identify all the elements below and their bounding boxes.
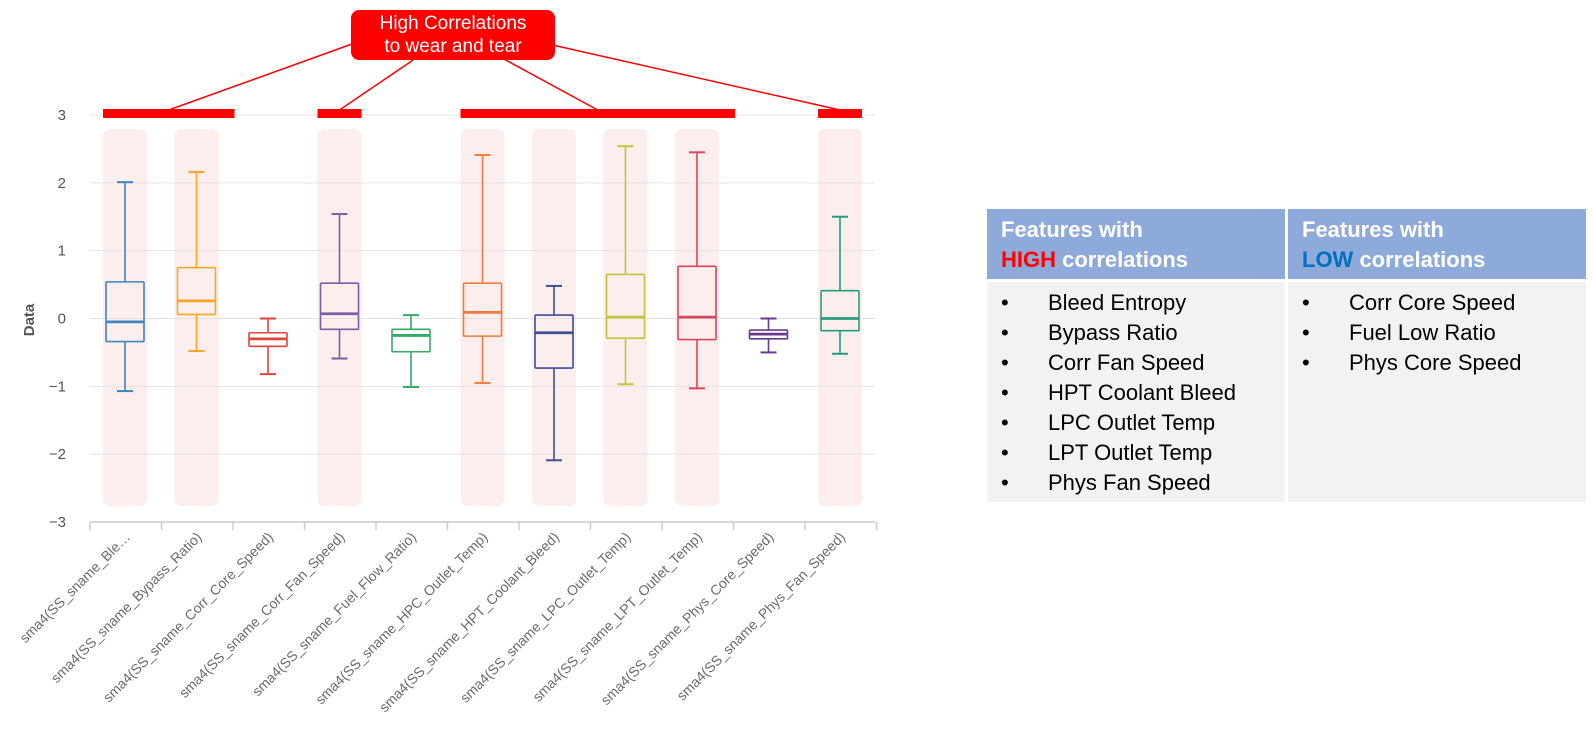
- feature-name: Phys Fan Speed: [1048, 470, 1211, 495]
- box-5: [391, 314, 431, 389]
- bullet: •: [1001, 470, 1009, 495]
- feature-name: Bleed Entropy: [1048, 290, 1187, 315]
- low-features-cell: • Corr Core Speed • Fuel Low Ratio • Phys C…: [1288, 282, 1586, 502]
- box-10: [748, 317, 789, 354]
- feature-name: LPC Outlet Temp: [1048, 410, 1216, 435]
- high-keyword: HIGH: [1001, 247, 1056, 272]
- box-8: [605, 145, 646, 386]
- y-tick-label: 1: [58, 243, 66, 260]
- low-header-line1: Features with: [1302, 217, 1444, 242]
- bullet: •: [1001, 410, 1009, 435]
- bullet: •: [1001, 380, 1009, 405]
- iqr-box: [176, 266, 217, 316]
- high-features-list: • Bleed Entropy • Bypass Ratio • Corr Fan S…: [1001, 288, 1271, 498]
- box-6: [462, 154, 503, 384]
- high-feature-item: • LPC Outlet Temp: [1001, 408, 1271, 438]
- highlight-band: [460, 129, 505, 506]
- iqr-box: [105, 281, 145, 343]
- iqr-box: [820, 289, 860, 332]
- box-9: [677, 151, 717, 390]
- low-correlations-header: Features with LOW correlations: [1288, 209, 1586, 279]
- high-feature-item: • Bypass Ratio: [1001, 318, 1271, 348]
- iqr-box: [319, 282, 360, 331]
- low-feature-item: • Fuel Low Ratio: [1302, 318, 1572, 348]
- highlight-band: [532, 129, 576, 506]
- bullet: •: [1302, 350, 1310, 375]
- boxplot-chart: 3 2 1 0 −1 −2 −3 sma4(SS_sname_Ble…sma4(SS_sna…: [16, 43, 878, 715]
- bullet: •: [1302, 290, 1310, 315]
- feature-name: Fuel Low Ratio: [1349, 320, 1496, 345]
- low-feature-item: • Phys Core Speed: [1302, 348, 1572, 378]
- box-4: [319, 213, 360, 360]
- high-header-line1: Features with: [1001, 217, 1143, 242]
- y-axis-ticks: 3 2 1 0 −1 −2 −3: [49, 107, 66, 531]
- iqr-box: [462, 282, 503, 337]
- box-2: [176, 170, 217, 353]
- bullet: •: [1001, 350, 1009, 375]
- x-axis-labels: sma4(SS_sname_Ble…sma4(SS_sname_Bypass_R…: [16, 529, 848, 715]
- feature-name: Phys Core Speed: [1349, 350, 1522, 375]
- high-feature-item: • Corr Fan Speed: [1001, 348, 1271, 378]
- y-tick-label: 3: [58, 107, 66, 124]
- low-keyword: LOW: [1302, 247, 1354, 272]
- high-features-cell: • Bleed Entropy • Bypass Ratio • Corr Fan S…: [987, 282, 1285, 502]
- y-tick-label: 2: [58, 175, 66, 192]
- box-1: [105, 181, 145, 393]
- low-feature-item: • Corr Core Speed: [1302, 288, 1572, 318]
- high-feature-item: • LPT Outlet Temp: [1001, 438, 1271, 468]
- iqr-box: [605, 273, 646, 339]
- y-tick-label: −2: [49, 446, 66, 463]
- callout-connector: [501, 57, 599, 111]
- iqr-box: [677, 265, 717, 341]
- high-feature-item: • HPT Coolant Bleed: [1001, 378, 1271, 408]
- iqr-box: [391, 328, 431, 353]
- bullet: •: [1302, 320, 1310, 345]
- callout-connector: [168, 43, 353, 111]
- box-3: [248, 317, 288, 376]
- bullet: •: [1001, 290, 1009, 315]
- correlation-group-bar: [818, 109, 862, 118]
- low-header-rest: correlations: [1353, 247, 1486, 272]
- correlation-group-bar: [460, 109, 735, 118]
- feature-name: Corr Fan Speed: [1048, 350, 1205, 375]
- feature-name: Corr Core Speed: [1349, 290, 1516, 315]
- bullet: •: [1001, 320, 1009, 345]
- callout-line-2: to wear and tear: [384, 36, 522, 57]
- bullet: •: [1001, 440, 1009, 465]
- box-7: [534, 284, 574, 462]
- high-feature-item: • Phys Fan Speed: [1001, 468, 1271, 498]
- iqr-box: [534, 314, 574, 369]
- feature-name: LPT Outlet Temp: [1048, 440, 1213, 465]
- correlation-table: Features with HIGH correlations Features…: [984, 206, 1589, 505]
- highlight-band: [103, 129, 147, 506]
- callout-connector: [547, 43, 841, 111]
- correlation-group-bar: [317, 109, 362, 118]
- boxes: [105, 145, 860, 462]
- x-tick-label: sma4(SS_sname_Bypass_Ratio): [47, 529, 204, 686]
- y-tick-label: −1: [49, 378, 66, 395]
- low-features-list: • Corr Core Speed • Fuel Low Ratio • Phys C…: [1302, 288, 1572, 378]
- callout-line-1: High Correlations: [379, 13, 527, 34]
- feature-name: Bypass Ratio: [1048, 320, 1178, 345]
- y-tick-label: −3: [49, 514, 66, 531]
- high-correlation-callout: High Correlations to wear and tear: [351, 10, 555, 60]
- high-feature-item: • Bleed Entropy: [1001, 288, 1271, 318]
- x-axis: [89, 521, 878, 530]
- box-11: [820, 215, 860, 355]
- callout-connector: [339, 57, 417, 111]
- high-header-rest: correlations: [1056, 247, 1189, 272]
- feature-name: HPT Coolant Bleed: [1048, 380, 1236, 405]
- y-axis-label: Data: [21, 303, 38, 336]
- high-correlations-header: Features with HIGH correlations: [987, 209, 1285, 279]
- highlight-band: [317, 129, 362, 506]
- correlation-group-bar: [103, 109, 235, 118]
- y-tick-label: 0: [58, 311, 66, 328]
- correlation-group-bars: [103, 43, 862, 118]
